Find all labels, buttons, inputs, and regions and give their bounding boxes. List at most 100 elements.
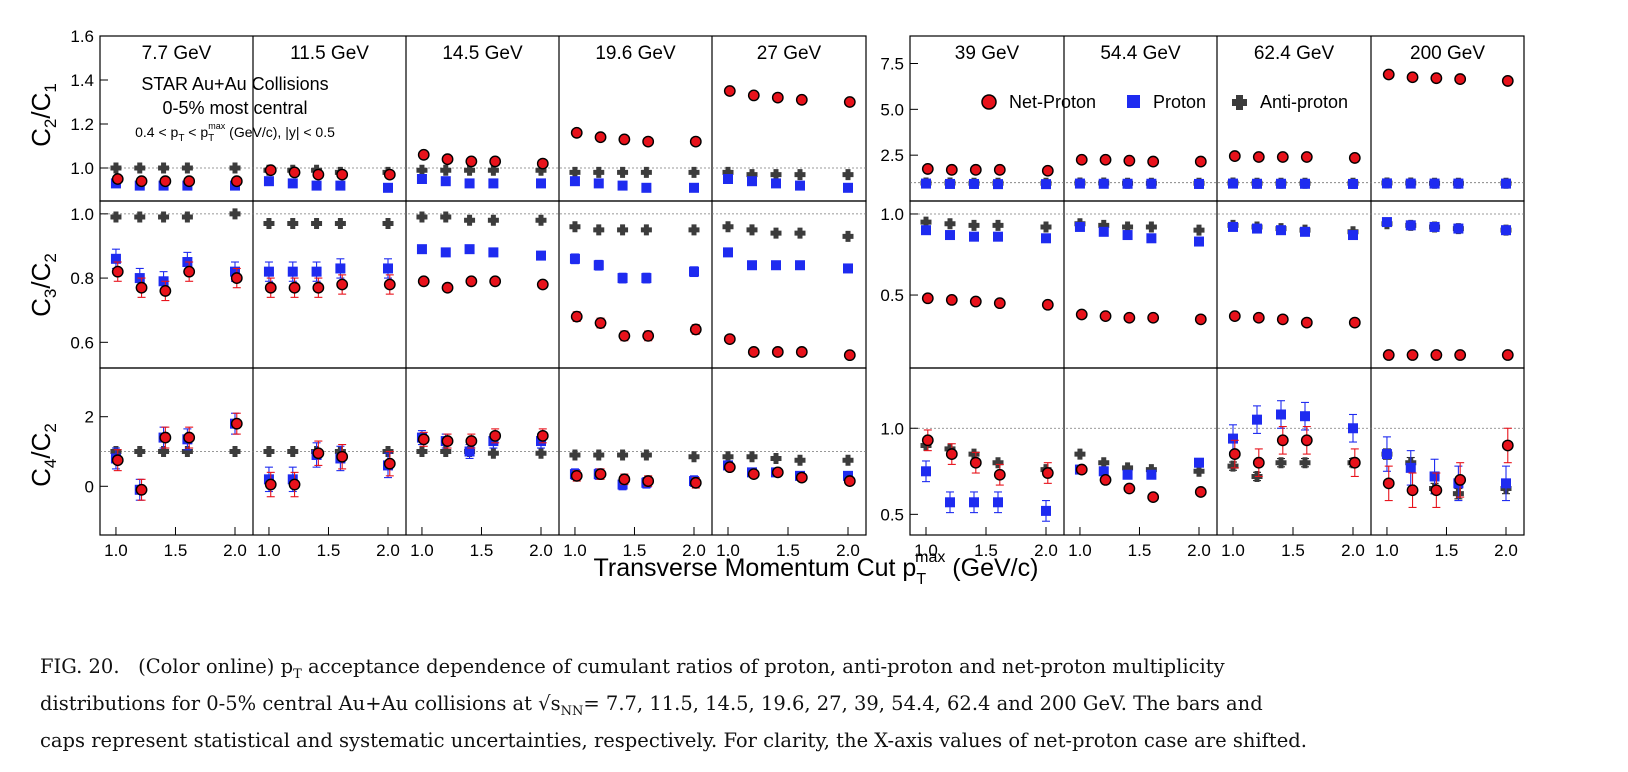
marker-netproton xyxy=(1406,71,1419,84)
marker-netproton xyxy=(747,346,760,358)
x-tick-label: 2.0 xyxy=(836,541,860,560)
axis-labels: 1.0 1.2 1.4 1.6 2.5 5.0 7.5 0.6 0.8 1.0 0.5 1.0 0 2 0.… xyxy=(70,27,1517,560)
marker-netproton xyxy=(159,175,172,188)
marker-netproton xyxy=(1454,474,1467,486)
marker-antiproton xyxy=(181,211,193,223)
marker-antiproton xyxy=(464,164,476,176)
x-tick-label: 1.5 xyxy=(776,541,800,560)
marker-antiproton xyxy=(382,217,394,229)
marker-proton xyxy=(1252,414,1262,425)
marker-antiproton xyxy=(229,446,241,457)
marker-proton xyxy=(1074,178,1085,189)
marker-netproton xyxy=(1382,477,1395,490)
energy-label: 54.4 GeV xyxy=(1100,43,1181,64)
marker-proton xyxy=(1276,409,1286,420)
marker-netproton xyxy=(1147,491,1160,504)
marker-netproton xyxy=(1430,484,1443,497)
marker-proton xyxy=(689,266,699,277)
y-tick-label: 1.6 xyxy=(70,27,94,46)
marker-netproton xyxy=(441,281,454,294)
marker-netproton xyxy=(723,461,736,474)
marker-antiproton xyxy=(593,166,605,178)
marker-proton xyxy=(993,231,1003,242)
x-tick-label: 1.5 xyxy=(470,541,494,560)
figure-caption: FIG. 20. (Color online) pT acceptance de… xyxy=(40,652,1600,755)
marker-netproton xyxy=(1348,456,1361,469)
legend-antiproton-label: Anti-proton xyxy=(1260,92,1348,112)
marker-netproton xyxy=(1228,150,1241,162)
marker-proton xyxy=(1122,230,1133,241)
marker-antiproton xyxy=(842,169,854,181)
marker-proton xyxy=(464,446,475,457)
marker-netproton xyxy=(1382,349,1395,361)
marker-netproton xyxy=(230,272,243,284)
cumulant-ratio-figure: 1.0 1.2 1.4 1.6 2.5 5.0 7.5 0.6 0.8 1.0 0.5 1.0 0 2 0.… xyxy=(26,27,1525,588)
x-tick-label: 1.5 xyxy=(164,541,188,560)
marker-proton xyxy=(969,231,979,242)
x-tick-label: 2.0 xyxy=(682,541,706,560)
marker-proton xyxy=(1041,233,1051,244)
marker-proton xyxy=(1228,221,1238,232)
marker-proton xyxy=(1348,230,1358,241)
marker-proton xyxy=(311,180,322,191)
marker-antiproton xyxy=(181,162,193,174)
marker-proton xyxy=(1041,505,1051,516)
marker-proton xyxy=(689,182,699,193)
marker-proton xyxy=(593,178,604,189)
energy-label: 19.6 GeV xyxy=(595,43,676,64)
legend-proton-label: Proton xyxy=(1153,92,1206,112)
marker-proton xyxy=(536,178,546,189)
marker-antiproton xyxy=(416,211,428,223)
marker-netproton xyxy=(1252,151,1265,163)
marker-antiproton xyxy=(416,164,428,176)
marker-netproton xyxy=(183,175,196,188)
marker-netproton xyxy=(1194,155,1207,168)
marker-proton xyxy=(945,497,955,508)
marker-netproton xyxy=(159,285,172,297)
marker-proton xyxy=(383,263,393,274)
marker-netproton xyxy=(1123,154,1136,167)
marker-netproton xyxy=(135,281,148,294)
marker-netproton xyxy=(1276,434,1289,447)
energy-label: 62.4 GeV xyxy=(1254,43,1335,64)
marker-netproton xyxy=(111,265,124,278)
marker-proton xyxy=(921,225,931,236)
marker-antiproton xyxy=(158,211,170,223)
marker-antiproton xyxy=(944,218,956,230)
marker-proton xyxy=(1300,411,1310,422)
marker-netproton xyxy=(642,475,655,487)
marker-netproton xyxy=(135,175,148,188)
marker-netproton xyxy=(1501,349,1514,361)
marker-netproton xyxy=(135,483,148,496)
marker-antiproton xyxy=(311,217,323,229)
marker-netproton xyxy=(969,456,982,469)
marker-netproton xyxy=(747,468,760,481)
reference-lines xyxy=(100,167,1524,452)
marker-antiproton xyxy=(1227,460,1239,472)
x-tick-label: 2.0 xyxy=(1034,541,1058,560)
marker-netproton xyxy=(1228,448,1241,460)
marker-proton xyxy=(641,182,652,193)
marker-netproton xyxy=(536,429,549,442)
marker-proton xyxy=(843,263,853,274)
marker-netproton xyxy=(1430,72,1443,85)
marker-netproton xyxy=(1276,151,1289,163)
marker-proton xyxy=(593,260,604,271)
x-tick-label: 1.0 xyxy=(410,541,434,560)
marker-netproton xyxy=(536,157,549,170)
marker-netproton xyxy=(312,168,325,181)
x-tick-label: 2.0 xyxy=(1341,541,1365,560)
legend: Net-Proton Proton Anti-proton xyxy=(981,92,1348,112)
marker-netproton xyxy=(843,349,856,362)
marker-netproton xyxy=(1300,434,1313,447)
marker-proton xyxy=(440,247,451,258)
marker-netproton xyxy=(417,275,430,288)
marker-antiproton xyxy=(229,208,241,220)
marker-netproton xyxy=(921,292,934,305)
marker-netproton xyxy=(594,317,607,329)
annotation-line1: STAR Au+Au Collisions xyxy=(141,74,328,94)
marker-proton xyxy=(921,178,931,189)
marker-netproton xyxy=(642,329,655,342)
caption-line-1: FIG. 20. (Color online) pT acceptance de… xyxy=(40,655,1225,682)
ylabel-c3c2: C3/C2 xyxy=(26,253,60,317)
